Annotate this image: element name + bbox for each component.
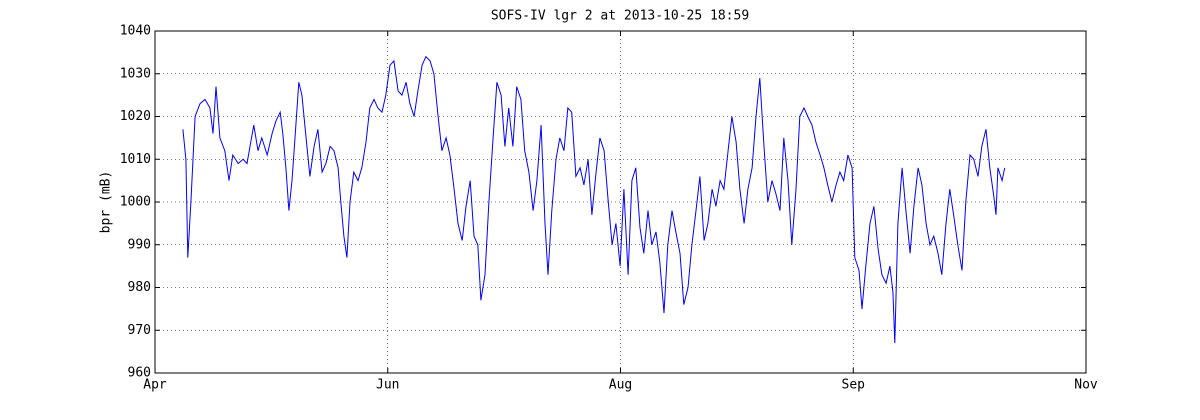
y-axis-label: bpr (mB): [99, 171, 114, 234]
y-tick-label: 1010: [120, 152, 151, 167]
y-tick-label: 960: [128, 366, 151, 381]
x-tick-label: Apr: [143, 378, 167, 393]
x-tick-label: Jun: [376, 378, 399, 393]
y-tick-label: 980: [128, 280, 151, 295]
x-tick-label: Sep: [842, 378, 866, 393]
y-tick-label: 1030: [120, 66, 151, 81]
y-tick-label: 1040: [120, 24, 151, 39]
data-line: [182, 55, 1006, 344]
x-tick-label: Aug: [609, 378, 632, 393]
y-tick-label: 1020: [120, 109, 151, 124]
y-tick-label: 990: [128, 237, 151, 252]
plot-frame: [154, 30, 1087, 374]
y-tick-label: 1000: [120, 195, 151, 210]
x-tick-label: Nov: [1074, 378, 1098, 393]
y-tick-label: 970: [128, 323, 151, 338]
chart-title: SOFS-IV lgr 2 at 2013-10-25 18:59: [491, 9, 749, 24]
